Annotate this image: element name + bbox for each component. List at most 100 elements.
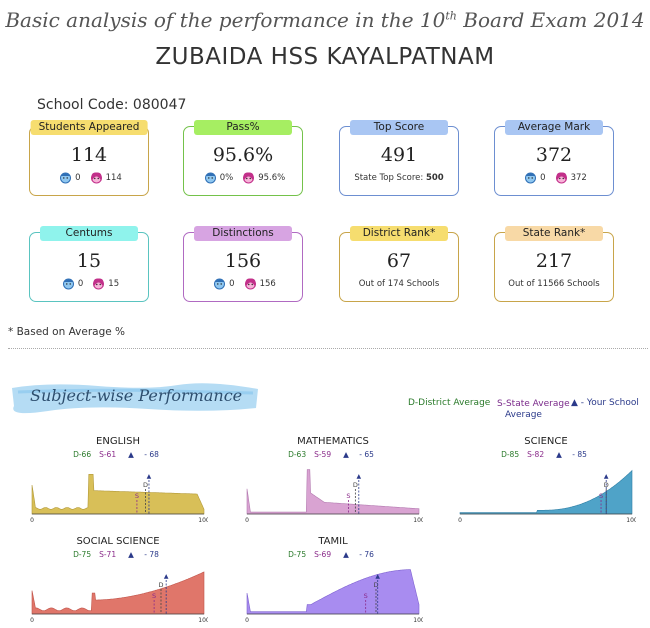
school-marker-icon: ▲ (343, 450, 349, 459)
school-marker: ▲ (604, 473, 609, 480)
chart-title: ENGLISH (96, 436, 140, 447)
gender-breakdown: 0% 95.6% (184, 171, 302, 184)
boys-value: 0 (540, 172, 546, 183)
school-marker: ▲ (356, 473, 361, 480)
district-marker: D (373, 581, 378, 589)
school-average: ▲ - 68 (128, 450, 159, 459)
boy-icon (525, 172, 537, 184)
card-label: Average Mark (505, 120, 603, 135)
gender-breakdown: 0 15 (30, 277, 148, 290)
school-marker-icon: ▲ (128, 550, 134, 559)
card-label: Pass% (194, 120, 292, 135)
subject-chart: MATHEMATICS D-63 S-59 ▲ - 65 0 100 S D ▲ (243, 436, 423, 524)
distribution-area (31, 571, 205, 615)
boy-icon (214, 278, 226, 290)
x-tick-label: 100 (413, 617, 423, 624)
card-label: Centums (40, 226, 138, 241)
card-value: 67 (386, 250, 412, 272)
gender-breakdown: 0 114 (30, 171, 148, 184)
school-marker: ▲ (147, 473, 152, 480)
chart-title: TAMIL (318, 536, 348, 547)
stat-card: Top Score 491 State Top Score: 500 (339, 120, 459, 196)
stat-card: Students Appeared 114 0 114 (29, 120, 149, 196)
x-tick-label: 100 (198, 617, 208, 624)
x-tick-label: 0 (458, 517, 462, 524)
card-label: Students Appeared (30, 120, 148, 135)
x-tick-label: 100 (626, 517, 636, 524)
distribution-area (31, 474, 205, 515)
report-title: Basic analysis of the performance in the… (5, 8, 645, 32)
section-title: Subject-wise Performance (8, 380, 263, 414)
district-average: D-66 (73, 450, 92, 459)
boy-icon (60, 172, 72, 184)
x-tick-label: 100 (198, 517, 208, 524)
school-average: ▲ - 76 (343, 550, 374, 559)
school-average: ▲ - 65 (343, 450, 374, 459)
card-label: Top Score (350, 120, 448, 135)
stat-card: Average Mark 372 0 372 (494, 120, 614, 196)
state-marker: S (364, 592, 368, 600)
school-marker-icon: ▲ (556, 450, 562, 459)
district-average: D-75 (73, 550, 92, 559)
distribution-area (246, 469, 420, 515)
card-value: 114 (70, 144, 108, 166)
chart-title: SOCIAL SCIENCE (76, 536, 160, 547)
stat-card: District Rank* 67 Out of 174 Schools (339, 226, 459, 302)
card-subtext: Out of 174 Schools (358, 279, 440, 289)
chart-stats: D-75 S-69 ▲ - 76 (243, 550, 423, 559)
chart-title: MATHEMATICS (297, 436, 369, 447)
boy-icon (204, 172, 216, 184)
section-title-text: Subject-wise Performance (30, 386, 243, 405)
card-value: 95.6% (212, 144, 274, 166)
district-average: D-75 (288, 550, 307, 559)
stat-card: Pass% 95.6% 0% 95.6% (183, 120, 303, 196)
girls-value: 95.6% (258, 172, 286, 183)
legend-school: ▲ - Your School (571, 398, 639, 408)
footnote: * Based on Average % (8, 326, 126, 338)
girl-icon (243, 172, 255, 184)
state-average: S-69 (314, 550, 332, 559)
school-name: ZUBAIDA HSS KAYALPATNAM (155, 44, 495, 70)
distribution-plot: 0 100 SD▲ (30, 571, 208, 624)
school-marker: ▲ (375, 573, 380, 580)
state-marker: S (135, 492, 139, 500)
district-average: D-85 (501, 450, 520, 459)
gender-breakdown: 0 156 (184, 277, 302, 290)
school-marker-icon: ▲ (128, 450, 134, 459)
girls-value: 372 (570, 172, 587, 183)
boys-value: 0% (219, 172, 234, 183)
chart-stats: D-63 S-59 ▲ - 65 (243, 450, 423, 459)
girl-icon (244, 278, 256, 290)
girl-icon (90, 172, 102, 184)
x-tick-label: 0 (30, 617, 34, 624)
legend-state: S-State Average (497, 399, 570, 409)
divider (8, 348, 648, 349)
legend-district: D-District Average (408, 398, 491, 408)
distribution-area (246, 569, 420, 615)
stat-card: Distinctions 156 0 156 (183, 226, 303, 302)
card-value: 217 (535, 250, 573, 272)
girls-value: 156 (259, 278, 276, 289)
district-marker: D (158, 581, 163, 589)
district-average: D-63 (288, 450, 307, 459)
brush-background (12, 383, 258, 414)
card-label: State Rank* (505, 226, 603, 241)
x-tick-label: 0 (245, 617, 249, 624)
school-code: School Code: 080047 (37, 97, 187, 113)
x-tick-label: 0 (245, 517, 249, 524)
stat-card: Centums 15 0 15 (29, 226, 149, 302)
chart-stats: D-75 S-71 ▲ - 78 (28, 550, 208, 559)
chart-stats: D-66 S-61 ▲ - 68 (28, 450, 208, 459)
school-marker: ▲ (164, 573, 169, 580)
state-average: S-59 (314, 450, 332, 459)
state-marker: S (152, 592, 156, 600)
subject-chart: TAMIL D-75 S-69 ▲ - 76 0 100 S D ▲ (243, 536, 423, 624)
school-marker-icon: ▲ (571, 398, 578, 408)
state-marker: S (599, 492, 603, 500)
card-value: 156 (224, 250, 262, 272)
school-average: ▲ - 85 (556, 450, 587, 459)
